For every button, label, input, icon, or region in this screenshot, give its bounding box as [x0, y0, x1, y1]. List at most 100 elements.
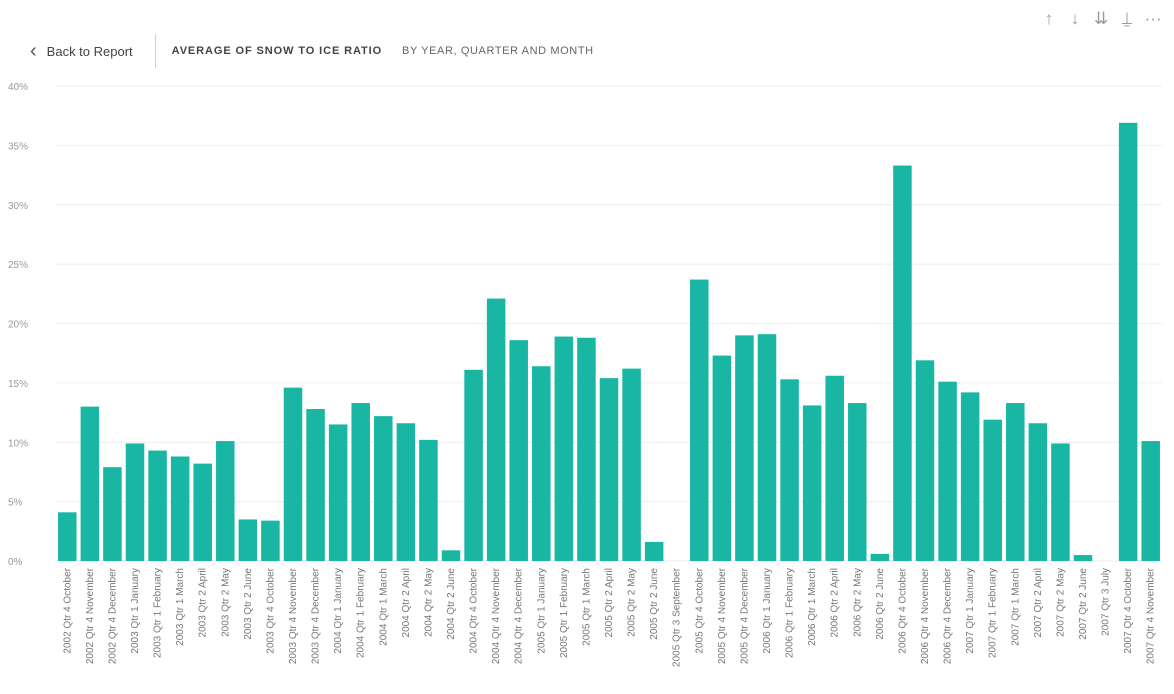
x-tick-label: 2006 Qtr 2 April: [830, 568, 841, 637]
bar[interactable]: [374, 416, 393, 561]
chart-title: AVERAGE OF SNOW TO ICE RATIO: [171, 45, 383, 57]
x-tick-label: 2005 Qtr 4 November: [717, 567, 728, 664]
x-tick-label: 2005 Qtr 1 February: [559, 568, 570, 658]
bar[interactable]: [1028, 423, 1048, 561]
x-tick-label: 2003 Qtr 2 April: [198, 568, 209, 637]
bar[interactable]: [58, 512, 77, 561]
bar[interactable]: [802, 405, 822, 561]
bar[interactable]: [983, 419, 1002, 561]
bar[interactable]: [915, 360, 935, 561]
x-tick-label: 2005 Qtr 2 April: [604, 568, 615, 637]
bar[interactable]: [170, 456, 190, 562]
more-options-icon[interactable]: ···: [1144, 9, 1162, 28]
bar[interactable]: [509, 340, 528, 561]
y-tick-label: 30%: [8, 201, 28, 212]
bar[interactable]: [712, 355, 732, 561]
bar[interactable]: [261, 520, 280, 561]
x-tick-label: 2007 Qtr 1 March: [1010, 568, 1021, 646]
bar[interactable]: [193, 463, 212, 561]
x-tick-label: 2004 Qtr 2 April: [401, 568, 412, 637]
x-tick-label: 2002 Qtr 4 November: [85, 567, 96, 664]
bar[interactable]: [464, 369, 483, 561]
x-tick-label: 2006 Qtr 2 May: [852, 568, 863, 637]
y-tick-label: 0%: [8, 557, 23, 568]
y-tick-label: 20%: [8, 320, 28, 331]
bar[interactable]: [1051, 443, 1070, 561]
bar[interactable]: [1006, 403, 1025, 561]
bar[interactable]: [486, 298, 506, 561]
y-tick-label: 15%: [8, 379, 28, 390]
y-tick-label: 40%: [8, 82, 28, 93]
x-tick-label: 2003 Qtr 2 June: [243, 568, 254, 640]
x-tick-label: 2004 Qtr 4 December: [514, 567, 525, 664]
back-to-report-button[interactable]: ‹ Back to Report: [30, 34, 156, 68]
drill-up-icon[interactable]: ↑: [1044, 9, 1054, 28]
bar[interactable]: [1073, 555, 1093, 561]
bar[interactable]: [396, 423, 416, 561]
bar[interactable]: [306, 409, 325, 561]
x-tick-label: 2003 Qtr 1 March: [175, 568, 186, 646]
x-tick-label: 2004 Qtr 2 May: [423, 568, 434, 637]
bar[interactable]: [938, 381, 957, 561]
visual-header: ‹ Back to Report AVERAGE OF SNOW TO ICE …: [0, 34, 900, 68]
expand-hierarchy-icon[interactable]: ⍊: [1121, 9, 1133, 28]
x-tick-label: 2003 Qtr 1 January: [130, 568, 141, 654]
bar[interactable]: [125, 443, 145, 561]
bar[interactable]: [328, 424, 348, 561]
bar[interactable]: [103, 467, 122, 561]
bar[interactable]: [757, 334, 777, 561]
x-tick-label: 2002 Qtr 4 December: [107, 567, 118, 664]
x-tick-label: 2007 Qtr 2 May: [1055, 568, 1066, 637]
x-tick-label: 2004 Qtr 1 January: [333, 568, 344, 654]
x-tick-label: 2007 Qtr 2 June: [1078, 568, 1089, 640]
x-tick-label: 2003 Qtr 2 May: [220, 568, 231, 637]
bar[interactable]: [825, 375, 844, 561]
bar[interactable]: [870, 553, 890, 561]
x-tick-label: 2004 Qtr 4 October: [469, 567, 480, 653]
bar[interactable]: [893, 165, 912, 561]
x-tick-label: 2005 Qtr 1 January: [536, 568, 547, 654]
bar[interactable]: [1141, 441, 1160, 561]
y-tick-label: 35%: [8, 141, 28, 152]
bar[interactable]: [80, 406, 100, 561]
back-to-report-label: Back to Report: [46, 43, 133, 59]
bar[interactable]: [148, 450, 167, 561]
x-tick-label: 2003 Qtr 4 December: [311, 567, 322, 664]
bar[interactable]: [441, 550, 461, 561]
bar[interactable]: [735, 335, 754, 561]
y-tick-label: 25%: [8, 260, 28, 271]
chart-subtitle: BY YEAR, QUARTER AND MONTH: [402, 45, 594, 57]
x-tick-label: 2007 Qtr 4 October: [1123, 567, 1134, 653]
x-tick-label: 2005 Qtr 2 May: [627, 568, 638, 637]
bar[interactable]: [577, 337, 596, 561]
x-tick-label: 2003 Qtr 4 November: [288, 567, 299, 664]
bar[interactable]: [419, 439, 438, 561]
bar[interactable]: [599, 378, 619, 561]
bar[interactable]: [644, 542, 664, 561]
x-tick-label: 2007 Qtr 4 November: [1146, 567, 1157, 664]
x-tick-label: 2006 Qtr 4 October: [897, 567, 908, 653]
bar[interactable]: [690, 279, 709, 561]
x-tick-label: 2007 Qtr 1 January: [965, 568, 976, 654]
bar[interactable]: [780, 379, 799, 561]
bar[interactable]: [238, 519, 258, 561]
bar[interactable]: [960, 392, 980, 561]
x-tick-label: 2005 Qtr 4 October: [694, 567, 705, 653]
x-tick-label: 2005 Qtr 3 September: [672, 567, 683, 667]
drill-down-icon[interactable]: ↓: [1070, 9, 1080, 28]
bar[interactable]: [532, 366, 551, 561]
visual-toolbar: ↑ ↓ ⇊ ⍊ ···: [1036, 8, 1166, 30]
bar[interactable]: [848, 403, 867, 561]
bar[interactable]: [1118, 122, 1138, 561]
bar[interactable]: [351, 403, 370, 561]
x-tick-label: 2006 Qtr 1 January: [762, 568, 773, 654]
x-tick-label: 2003 Qtr 1 February: [153, 568, 164, 658]
bar[interactable]: [622, 368, 641, 561]
bar[interactable]: [283, 387, 303, 561]
expand-all-icon[interactable]: ⇊: [1093, 9, 1109, 28]
bar[interactable]: [554, 336, 574, 561]
bar[interactable]: [216, 441, 235, 561]
y-tick-label: 5%: [8, 498, 23, 509]
x-tick-label: 2004 Qtr 2 June: [446, 568, 457, 640]
